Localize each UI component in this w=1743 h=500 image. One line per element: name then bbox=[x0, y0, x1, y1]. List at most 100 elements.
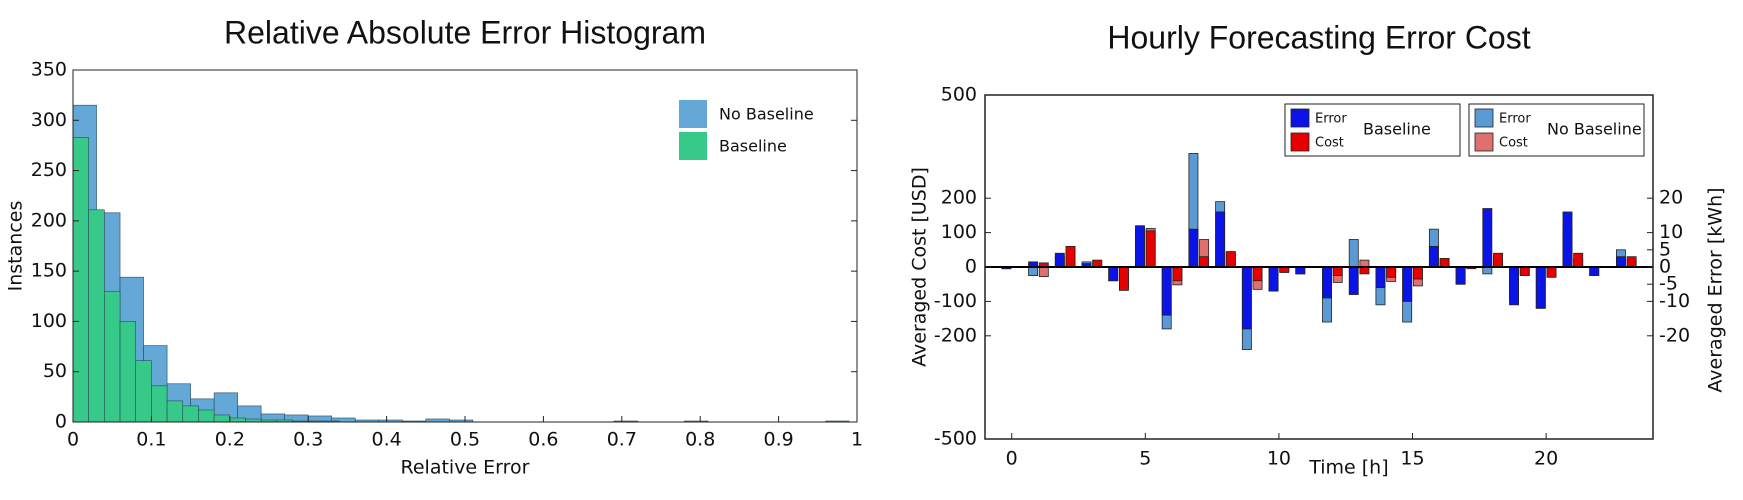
legend-label: No Baseline bbox=[719, 105, 814, 124]
y2-tick-label: 10 bbox=[1659, 221, 1683, 243]
y-tick-label: 150 bbox=[31, 260, 67, 282]
x-tick-label: 0.8 bbox=[685, 429, 715, 451]
bar bbox=[1268, 266, 1279, 292]
bar bbox=[1065, 245, 1076, 268]
bar bbox=[1199, 256, 1210, 268]
bar bbox=[1386, 266, 1397, 278]
histogram-bar bbox=[229, 417, 246, 423]
bar bbox=[1038, 266, 1049, 278]
histogram-bar bbox=[135, 360, 152, 423]
bar bbox=[1359, 266, 1370, 275]
bar bbox=[1402, 266, 1413, 302]
bar bbox=[1092, 259, 1103, 268]
histogram-bar bbox=[119, 321, 137, 423]
x-tick-label: 15 bbox=[1400, 448, 1424, 470]
y2-tick-label: -5 bbox=[1659, 273, 1678, 295]
y-tick-label: 100 bbox=[31, 310, 67, 332]
x-tick-label: 1 bbox=[851, 429, 863, 451]
bar bbox=[1546, 266, 1557, 278]
bar bbox=[1295, 266, 1306, 275]
bar bbox=[1161, 266, 1172, 316]
y-tick-label: -500 bbox=[934, 428, 977, 450]
legend-group-title: No Baseline bbox=[1547, 120, 1642, 139]
bar bbox=[1455, 266, 1466, 285]
x-tick-label: 0.3 bbox=[293, 429, 323, 451]
legend-label: Error bbox=[1315, 112, 1347, 127]
y2-tick-label: -10 bbox=[1659, 290, 1690, 312]
bar bbox=[1519, 266, 1530, 277]
bar bbox=[1348, 239, 1359, 268]
bar bbox=[1241, 266, 1252, 330]
legend-label: Baseline bbox=[719, 137, 787, 156]
y-tick-label: 250 bbox=[31, 159, 67, 181]
bar bbox=[1626, 256, 1637, 268]
bar bbox=[1252, 266, 1263, 282]
y-tick-label: 350 bbox=[31, 59, 67, 81]
y-axis-label: Averaged Cost [USD] bbox=[909, 167, 931, 367]
legend-label: Cost bbox=[1315, 136, 1344, 151]
legend-swatch bbox=[1474, 108, 1494, 128]
histogram-bar bbox=[213, 414, 231, 423]
bar bbox=[1188, 228, 1199, 268]
legend-swatch bbox=[679, 100, 707, 128]
bar bbox=[1375, 266, 1386, 289]
bar bbox=[1135, 225, 1145, 268]
bar bbox=[1428, 245, 1439, 268]
x-tick-label: 0 bbox=[1006, 448, 1018, 470]
y-tick-label: -200 bbox=[934, 324, 977, 346]
y-tick-label: 0 bbox=[965, 256, 977, 278]
y-tick-label: 0 bbox=[55, 411, 67, 433]
y-tick-label: 100 bbox=[941, 221, 977, 243]
legend-swatch bbox=[1290, 132, 1310, 152]
legend-label: Cost bbox=[1499, 136, 1528, 151]
y2-axis-label: Averaged Error [kWh] bbox=[1705, 187, 1727, 392]
x-tick-label: 20 bbox=[1534, 448, 1558, 470]
x-tick-label: 0.5 bbox=[450, 429, 480, 451]
histogram-bar bbox=[151, 385, 168, 423]
bar bbox=[1322, 266, 1332, 299]
y-tick-label: 200 bbox=[31, 209, 67, 231]
histogram-bar bbox=[72, 137, 89, 423]
bar bbox=[1493, 252, 1503, 268]
x-tick-label: 0.9 bbox=[763, 429, 793, 451]
legend-swatch bbox=[679, 132, 707, 160]
bar bbox=[1332, 266, 1343, 277]
chart-title: Hourly Forecasting Error Cost bbox=[1107, 19, 1530, 55]
x-tick-label: 0.6 bbox=[528, 429, 558, 451]
x-tick-label: 0.4 bbox=[371, 429, 401, 451]
bar bbox=[1535, 266, 1546, 309]
y2-tick-label: -20 bbox=[1659, 324, 1690, 346]
legend-swatch bbox=[1474, 132, 1494, 152]
legend-label: Error bbox=[1499, 112, 1531, 127]
bar bbox=[1482, 208, 1493, 268]
bar bbox=[1589, 266, 1600, 277]
histogram-bar bbox=[182, 405, 199, 423]
histogram-bar bbox=[198, 409, 215, 423]
legend-group-title: Baseline bbox=[1363, 120, 1431, 139]
y-tick-label: 50 bbox=[43, 360, 67, 382]
bar bbox=[1145, 230, 1156, 268]
x-tick-label: 0.7 bbox=[607, 429, 637, 451]
legend-box bbox=[1468, 103, 1645, 157]
y2-tick-label: 0 bbox=[1659, 256, 1671, 278]
y-tick-label: 200 bbox=[941, 187, 977, 209]
x-tick-label: 0.2 bbox=[215, 429, 245, 451]
bar bbox=[1482, 266, 1493, 275]
bar bbox=[1172, 266, 1183, 282]
bar bbox=[1225, 251, 1236, 268]
bar bbox=[1119, 266, 1129, 291]
bar bbox=[1573, 252, 1584, 268]
x-axis-label: Time [h] bbox=[1308, 457, 1388, 479]
bar bbox=[1615, 256, 1626, 268]
legend-box bbox=[1284, 103, 1461, 157]
bar bbox=[1509, 266, 1519, 306]
y-tick-label: -100 bbox=[934, 290, 977, 312]
legend-swatch bbox=[1290, 108, 1310, 128]
bar bbox=[1108, 266, 1119, 282]
x-axis-label: Relative Error bbox=[401, 457, 530, 479]
x-tick-label: 0 bbox=[67, 429, 79, 451]
bar bbox=[1215, 211, 1226, 268]
x-tick-label: 0.1 bbox=[136, 429, 166, 451]
histogram-bar bbox=[166, 400, 184, 423]
